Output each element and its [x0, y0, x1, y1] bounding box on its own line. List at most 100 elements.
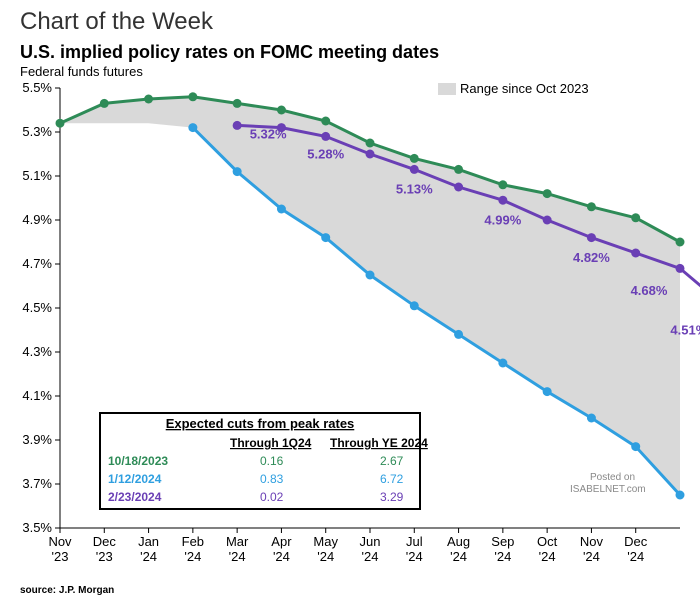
- inset-table-cell: 3.29: [380, 490, 404, 504]
- series-marker: [498, 180, 507, 189]
- y-tick-label: 4.5%: [22, 300, 52, 315]
- series-marker: [277, 106, 286, 115]
- series-marker: [56, 119, 65, 128]
- x-tick-label-year: '24: [229, 549, 246, 564]
- page: { "header": { "chart_of_week": "Chart of…: [0, 0, 700, 600]
- series-marker: [676, 238, 685, 247]
- y-tick-label: 5.1%: [22, 168, 52, 183]
- series-marker: [631, 442, 640, 451]
- range-legend-swatch: [438, 83, 456, 95]
- y-tick-label: 5.5%: [22, 80, 52, 95]
- x-tick-label-year: '24: [539, 549, 556, 564]
- inset-table-cell: 0.83: [260, 472, 284, 486]
- inset-table-cell: 6.72: [380, 472, 404, 486]
- point-label: 5.32%: [250, 127, 287, 142]
- x-tick-label: Nov: [580, 534, 604, 549]
- series-marker: [277, 205, 286, 214]
- x-tick-label: Oct: [537, 534, 558, 549]
- point-label: 5.28%: [307, 146, 344, 161]
- x-tick-label: Sep: [491, 534, 514, 549]
- x-tick-label-year: '24: [317, 549, 334, 564]
- x-tick-label: Mar: [226, 534, 249, 549]
- series-marker: [454, 165, 463, 174]
- x-tick-label: Apr: [271, 534, 292, 549]
- inset-table-row-label: 10/18/2023: [108, 454, 168, 468]
- x-tick-label: Feb: [182, 534, 204, 549]
- inset-table-row-label: 2/23/2024: [108, 490, 162, 504]
- series-marker: [321, 132, 330, 141]
- watermark-line1: Posted on: [590, 472, 635, 483]
- series-marker: [321, 117, 330, 126]
- series-marker: [676, 491, 685, 500]
- chart-subtitle: Federal funds futures: [20, 64, 143, 79]
- point-label: 4.82%: [573, 250, 610, 265]
- series-marker: [587, 202, 596, 211]
- x-tick-label-year: '24: [583, 549, 600, 564]
- y-tick-label: 5.3%: [22, 124, 52, 139]
- point-label: 4.51%: [670, 322, 700, 337]
- x-tick-label: Jun: [360, 534, 381, 549]
- inset-table-title: Expected cuts from peak rates: [166, 416, 355, 431]
- range-legend-label: Range since Oct 2023: [460, 81, 589, 96]
- x-tick-label-year: '23: [96, 549, 113, 564]
- x-tick-label-year: '24: [494, 549, 511, 564]
- x-tick-label: Jan: [138, 534, 159, 549]
- inset-table-cell: 0.16: [260, 454, 284, 468]
- chart-svg: 3.5% 3.7% 3.9% 4.1% 4.3% 4.5% 4.7% 4.9% 5.1% 5.3%…: [0, 78, 700, 578]
- series-marker: [498, 196, 507, 205]
- x-tick-label-year: '24: [406, 549, 423, 564]
- series-marker: [144, 95, 153, 104]
- y-tick-label: 3.7%: [22, 476, 52, 491]
- series-marker: [543, 189, 552, 198]
- point-label: 4.68%: [631, 283, 668, 298]
- x-tick-label-year: '23: [52, 549, 69, 564]
- series-marker: [321, 233, 330, 242]
- series-marker: [366, 150, 375, 159]
- y-tick-label: 4.7%: [22, 256, 52, 271]
- x-tick-label: Nov: [48, 534, 72, 549]
- y-tick-label: 4.3%: [22, 344, 52, 359]
- series-marker: [233, 99, 242, 108]
- series-marker: [188, 92, 197, 101]
- series-marker: [587, 414, 596, 423]
- series-marker: [631, 213, 640, 222]
- series-marker: [233, 121, 242, 130]
- y-tick-label: 4.9%: [22, 212, 52, 227]
- series-marker: [410, 165, 419, 174]
- series-marker: [587, 233, 596, 242]
- watermark-line2: ISABELNET.com: [570, 484, 646, 495]
- series-marker: [543, 216, 552, 225]
- x-tick-label: Dec: [93, 534, 117, 549]
- x-tick-label-year: '24: [627, 549, 644, 564]
- series-marker: [410, 301, 419, 310]
- inset-table-row-label: 1/12/2024: [108, 472, 162, 486]
- series-marker: [454, 183, 463, 192]
- x-tick-label: Dec: [624, 534, 648, 549]
- series-marker: [100, 99, 109, 108]
- y-tick-label: 3.5%: [22, 520, 52, 535]
- x-tick-label-year: '24: [450, 549, 467, 564]
- inset-table-col: Through YE 2024: [330, 436, 428, 450]
- inset-table-cell: 2.67: [380, 454, 404, 468]
- x-tick-label-year: '24: [140, 549, 157, 564]
- x-tick-label-year: '24: [273, 549, 290, 564]
- y-tick-label: 4.1%: [22, 388, 52, 403]
- x-tick-label-year: '24: [362, 549, 379, 564]
- series-marker: [498, 359, 507, 368]
- series-marker: [676, 264, 685, 273]
- series-marker: [366, 271, 375, 280]
- x-tick-label: Jul: [406, 534, 423, 549]
- series-marker: [188, 123, 197, 132]
- series-marker: [410, 154, 419, 163]
- series-marker: [366, 139, 375, 148]
- chart-title: U.S. implied policy rates on FOMC meetin…: [20, 42, 439, 63]
- inset-table-col: Through 1Q24: [230, 436, 312, 450]
- chart-of-week-title: Chart of the Week: [20, 8, 213, 36]
- y-tick-label: 3.9%: [22, 432, 52, 447]
- inset-table-cell: 0.02: [260, 490, 284, 504]
- x-tick-label: Aug: [447, 534, 470, 549]
- source-text: source: J.P. Morgan: [20, 585, 114, 596]
- series-marker: [543, 387, 552, 396]
- series-marker: [454, 330, 463, 339]
- point-label: 5.13%: [396, 182, 433, 197]
